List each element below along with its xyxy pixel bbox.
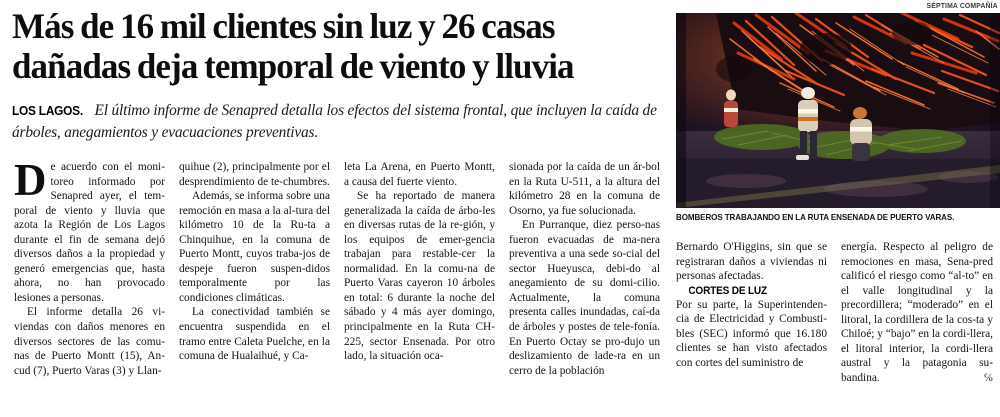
paragraph: quihue (2), principalmente por el despre… bbox=[179, 160, 330, 189]
paragraph-text: Por su parte, la Superintenden-cia de El… bbox=[676, 298, 827, 369]
firefighter-right bbox=[850, 107, 872, 161]
end-of-article-ornament-icon: ℅ bbox=[983, 371, 993, 384]
paragraph: En Purranque, diez perso-nas fueron evac… bbox=[509, 218, 660, 378]
page-title: Más de 16 mil clientes sin luz y 26 casa… bbox=[12, 6, 662, 86]
article-column-2: quihue (2), principalmente por el despre… bbox=[179, 160, 330, 364]
firefighter-background bbox=[724, 89, 738, 127]
paragraph-text: La conectividad también se encuentra sus… bbox=[179, 306, 330, 363]
headline-block: Más de 16 mil clientes sin luz y 26 casa… bbox=[12, 6, 672, 143]
article-column-5: Bernardo O'Higgins, sin que se registrar… bbox=[676, 240, 827, 370]
paragraph: Por su parte, la Superintenden-cia de El… bbox=[676, 298, 827, 371]
paragraph: Además, se informa sobre una remoción en… bbox=[179, 189, 330, 305]
paragraph-text: El informe detalla 26 vi-viendas con dañ… bbox=[14, 306, 165, 377]
paragraph-text: sionada por la caída de un ár-bol en la … bbox=[509, 161, 660, 217]
paragraph: energía. Respecto al peligro de remocion… bbox=[841, 240, 993, 385]
photo-caption: BOMBEROS TRABAJANDO EN LA RUTA ENSENADA … bbox=[676, 212, 955, 222]
standfirst: LOS LAGOS. El último informe de Senapred… bbox=[12, 100, 672, 143]
paragraph: La conectividad también se encuentra sus… bbox=[179, 305, 330, 363]
article-column-3: leta La Arena, en Puerto Montt, a causa … bbox=[344, 160, 495, 364]
headline-line-1: Más de 16 mil clientes sin luz y 26 casa… bbox=[12, 6, 555, 46]
headline-line-2: dañadas deja temporal de viento y lluvia bbox=[12, 46, 575, 86]
photo-credit: SÉPTIMA COMPAÑÍA bbox=[926, 1, 998, 10]
paragraph-text: Bernardo O'Higgins, sin que se registrar… bbox=[676, 241, 827, 283]
paragraph-text: energía. Respecto al peligro de remocion… bbox=[841, 241, 993, 384]
firefighter-center bbox=[796, 87, 818, 160]
paragraph-text: Se ha reportado de manera generalizada l… bbox=[344, 190, 495, 363]
paragraph-text: leta La Arena, en Puerto Montt, a causa … bbox=[344, 161, 495, 188]
news-photo bbox=[676, 13, 1000, 208]
paragraph-text: e acuerdo con el moni-toreo informado po… bbox=[14, 161, 165, 304]
paragraph-text: En Purranque, diez perso-nas fueron evac… bbox=[509, 219, 660, 377]
article-column-4: sionada por la caída de un ár-bol en la … bbox=[509, 160, 660, 378]
photo-illustration bbox=[676, 13, 1000, 208]
paragraph: leta La Arena, en Puerto Montt, a causa … bbox=[344, 160, 495, 189]
section-subhead: CORTES DE LUZ bbox=[688, 284, 767, 297]
paragraph: Bernardo O'Higgins, sin que se registrar… bbox=[676, 240, 827, 284]
paragraph: sionada por la caída de un ár-bol en la … bbox=[509, 160, 660, 218]
article-column-6: energía. Respecto al peligro de remocion… bbox=[841, 240, 993, 385]
paragraph-text: Además, se informa sobre una remoción en… bbox=[179, 190, 330, 304]
paragraph: El informe detalla 26 vi-viendas con dañ… bbox=[14, 305, 165, 378]
paragraph-text: quihue (2), principalmente por el despre… bbox=[179, 161, 330, 188]
dateline-label: LOS LAGOS. bbox=[12, 103, 83, 118]
drop-cap: D bbox=[14, 155, 47, 205]
paragraph: Se ha reportado de manera generalizada l… bbox=[344, 189, 495, 364]
standfirst-text: El último informe de Senapred detalla lo… bbox=[12, 102, 657, 141]
